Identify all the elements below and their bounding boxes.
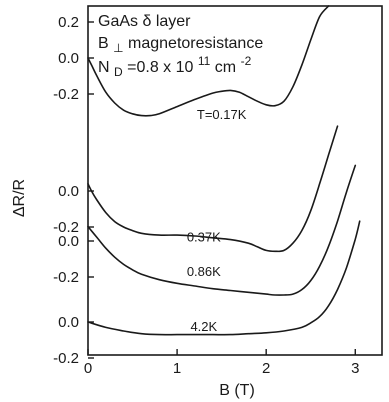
x-tick-label: 0 [84, 360, 92, 377]
x-tick-label: 3 [351, 360, 359, 377]
y-tick-label: 0.2 [58, 14, 79, 31]
curve-label: 0.86K [187, 264, 221, 279]
y-tick-label: 0.0 [58, 50, 79, 67]
curve-4-2k [87, 220, 361, 336]
x-tick-label: 1 [173, 360, 181, 377]
curve-labels: T=0.17K 0.37K 0.86K 4.2K [187, 107, 247, 334]
y-tick-label: -0.2 [53, 269, 79, 286]
y-tick-label: -0.2 [53, 219, 79, 236]
annotation-line-3: N D =0.8 x 10 11 cm -2 [98, 52, 252, 80]
curve-0-86k [87, 164, 357, 296]
curve-label: T=0.17K [197, 107, 247, 122]
annotation-line-2-sub: ⊥ [113, 41, 123, 55]
y-tick-label: 0.0 [58, 233, 79, 250]
y-axis-label: ΔR/R [11, 179, 28, 217]
y-tick-label: 0.0 [58, 314, 79, 331]
y-tick-label: -0.2 [53, 350, 79, 367]
x-tick-label: 2 [262, 360, 270, 377]
x-tick-labels: 0 1 2 3 [84, 360, 360, 377]
y-tick-labels: 0.40.20.0-0.20.0-0.20.0-0.20.0-0.2 [53, 14, 79, 367]
annotation-line-2-rest: magnetoresistance [128, 35, 263, 52]
annotation-line-1: GaAs δ layer [98, 13, 191, 30]
curves [87, 5, 361, 336]
x-axis-label: B (T) [219, 382, 255, 399]
annotation-line-3-sup2: -2 [241, 54, 252, 68]
annotation-line-2-main: B [98, 35, 109, 52]
annotation-line-3-mid: =0.8 x 10 [127, 59, 193, 76]
curve-label: 4.2K [190, 319, 217, 334]
annotation-line-3-unit: cm [215, 59, 236, 76]
annotation: GaAs δ layer B ⊥ magnetoresistance N D =… [98, 13, 263, 80]
curve-label: 0.37K [187, 229, 221, 244]
plot-frame [87, 5, 383, 356]
y-tick-label: 0.0 [58, 183, 79, 200]
curve-0-37k [87, 125, 339, 253]
axis-ticks [87, 21, 356, 359]
annotation-line-3-sub: D [114, 65, 123, 79]
y-tick-label: -0.2 [53, 86, 79, 103]
annotation-line-3-sup1: 11 [198, 54, 211, 68]
curve-t-0-17k [87, 5, 330, 117]
annotation-line-3-main: N [98, 59, 110, 76]
annotation-line-2: B ⊥ magnetoresistance [98, 35, 263, 56]
